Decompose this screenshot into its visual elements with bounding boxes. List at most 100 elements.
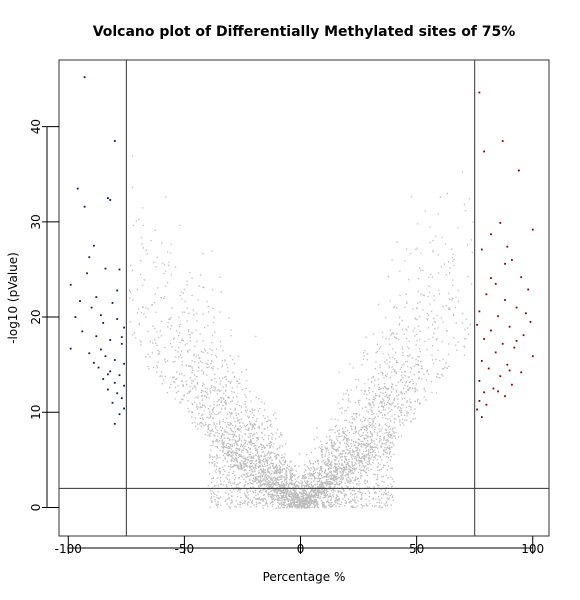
hypomethylated-point (104, 267, 107, 270)
hypermethylated-point (485, 403, 488, 406)
hypomethylated-point (69, 283, 72, 286)
chart-title: Volcano plot of Differentially Methylate… (93, 24, 516, 40)
hypermethylated-point (501, 342, 504, 345)
hypomethylated-point (79, 300, 81, 302)
hypomethylated-point (86, 272, 88, 275)
hypermethylated-point (511, 259, 513, 261)
significant-points (69, 76, 534, 425)
hypomethylated-point (76, 187, 79, 190)
hypermethylated-point (492, 387, 495, 390)
x-tick-label: 50 (409, 542, 424, 556)
hypermethylated-point (478, 400, 481, 402)
plot-frame (58, 59, 550, 537)
x-tick-label: -50 (175, 542, 195, 556)
hypermethylated-point (499, 222, 502, 224)
hypomethylated-point (95, 296, 98, 298)
hypomethylated-point (109, 339, 112, 341)
threshold-lines (59, 60, 549, 536)
hypermethylated-point (497, 390, 499, 393)
hypomethylated-point (109, 370, 112, 373)
hypermethylated-point (520, 276, 523, 279)
hypermethylated-point (480, 248, 483, 251)
x-tick-label: 0 (297, 542, 305, 556)
hypomethylated-point (116, 392, 119, 395)
hypomethylated-point (83, 76, 86, 79)
hypomethylated-point (123, 384, 125, 387)
hypermethylated-point (490, 329, 492, 332)
hypomethylated-point (116, 289, 119, 292)
hypermethylated-point (483, 338, 485, 340)
y-tick-label: 20 (29, 309, 43, 324)
hypomethylated-point (90, 306, 93, 309)
hypermethylated-point (476, 323, 478, 326)
hypermethylated-point (506, 363, 509, 366)
hypermethylated-point (494, 351, 497, 354)
hypermethylated-point (487, 367, 490, 370)
x-tick-label: -100 (55, 542, 82, 556)
y-axis: 0 10 20 30 40 (29, 119, 59, 511)
hypomethylated-point (116, 318, 119, 320)
hypomethylated-point (97, 366, 100, 369)
hypomethylated-point (111, 302, 114, 304)
hypomethylated-point (88, 352, 91, 355)
hypomethylated-point (107, 388, 109, 391)
hypermethylated-point (483, 150, 485, 153)
hypomethylated-point (107, 197, 109, 199)
hypermethylated-point (483, 391, 485, 394)
hypermethylated-point (529, 321, 532, 323)
hypomethylated-point (100, 314, 102, 317)
hypomethylated-point (113, 140, 116, 142)
hypermethylated-point (525, 312, 527, 315)
hypermethylated-point (480, 360, 483, 362)
hypermethylated-point (497, 315, 499, 318)
hypomethylated-point (109, 199, 112, 201)
hypermethylated-point (478, 310, 481, 313)
hypermethylated-point (504, 262, 506, 265)
hypermethylated-point (518, 169, 520, 172)
hypomethylated-point (123, 326, 125, 329)
hypomethylated-point (74, 316, 77, 318)
hypermethylated-point (506, 245, 509, 248)
hypomethylated-point (81, 330, 84, 333)
hypomethylated-point (107, 373, 109, 376)
hypermethylated-point (520, 371, 523, 374)
hypermethylated-point (485, 293, 488, 296)
hypomethylated-point (95, 335, 98, 338)
y-tick-label: 40 (29, 119, 43, 134)
hypermethylated-point (480, 416, 483, 418)
y-tick-label: 30 (29, 214, 43, 229)
x-axis: -100 -50 0 50 100 (55, 536, 544, 556)
hypomethylated-point (93, 244, 95, 247)
hypermethylated-point (515, 340, 518, 342)
hypermethylated-point (531, 228, 534, 231)
hypermethylated-point (490, 277, 492, 279)
hypomethylated-point (93, 361, 95, 364)
hypermethylated-point (478, 380, 481, 382)
hypomethylated-point (102, 378, 105, 380)
hypomethylated-point (120, 336, 123, 338)
hypomethylated-point (123, 362, 125, 365)
hypomethylated-point (118, 268, 121, 271)
hypomethylated-point (123, 407, 125, 410)
hypermethylated-point (494, 282, 497, 285)
hypomethylated-point (102, 322, 105, 324)
y-tick-label: 10 (29, 405, 43, 420)
hypermethylated-point (513, 346, 516, 349)
hypermethylated-point (504, 395, 506, 398)
x-axis-label: Percentage % (263, 570, 346, 584)
y-tick-label: 0 (29, 504, 43, 512)
hypermethylated-point (504, 299, 506, 301)
hypermethylated-point (499, 375, 502, 378)
hypermethylated-point (522, 334, 525, 337)
hypermethylated-point (508, 369, 511, 372)
hypermethylated-point (478, 91, 481, 94)
hypomethylated-point (69, 347, 72, 350)
hypermethylated-point (508, 325, 511, 328)
hypomethylated-point (113, 422, 116, 425)
hypomethylated-point (100, 348, 102, 351)
hypomethylated-point (88, 256, 91, 259)
hypermethylated-point (531, 355, 534, 358)
hypomethylated-point (118, 413, 121, 416)
